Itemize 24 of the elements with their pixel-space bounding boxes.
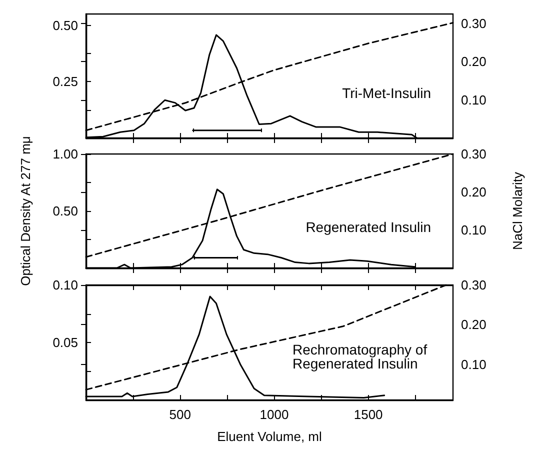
x-tick-label: 1000	[260, 407, 289, 422]
y2-tick-label: 0.20	[461, 184, 486, 200]
y2-tick-label: 0.20	[461, 317, 486, 332]
y2-tick-label: 0.30	[461, 16, 486, 32]
y-tick-label: 1.00	[52, 146, 78, 162]
y2-tick-label: 0.10	[461, 222, 486, 238]
y-tick-label: 0.25	[52, 74, 78, 90]
x-axis-title: Eluent Volume, ml	[217, 429, 322, 444]
annotation: Rechromatography of Regenerated Insulin	[292, 342, 432, 372]
y2-tick-label: 0.30	[461, 146, 486, 162]
y2-tick-label: 0.10	[461, 356, 486, 372]
y-tick-label: 0.50	[52, 204, 78, 218]
x-tick-label: 1500	[354, 407, 383, 422]
y-axis-title: Optical Density At 277 mμ	[18, 136, 33, 286]
y2-tick-label: 0.10	[461, 92, 486, 108]
y2-tick-label: 0.30	[461, 278, 486, 292]
y2-tick-label: 0.20	[461, 54, 486, 70]
y-tick-label: 0.50	[52, 18, 78, 33]
annotation: Tri-Met-Insulin	[342, 84, 431, 101]
y2-axis-title: NaCl Molarity	[510, 171, 525, 250]
y-tick-label: 0.05	[52, 335, 78, 350]
x-tick-label: 500	[169, 407, 191, 422]
annotation: Regenerated Insulin	[306, 219, 432, 236]
y-tick-label: 0.10	[52, 278, 78, 292]
